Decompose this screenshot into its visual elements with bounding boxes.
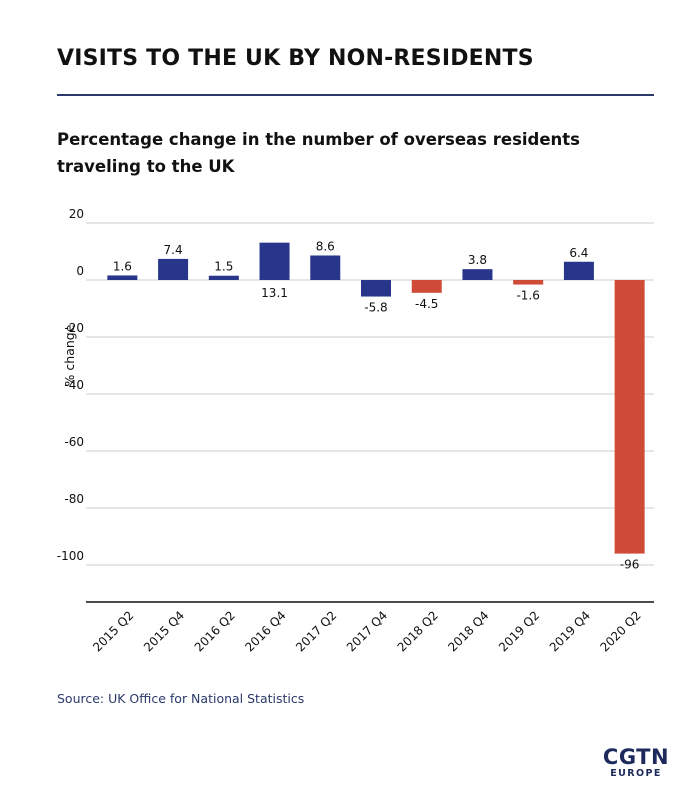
chart-title: VISITS TO THE UK BY NON-RESIDENTS	[57, 46, 534, 71]
y-tick-label: -20	[64, 321, 84, 335]
bar	[513, 280, 544, 285]
y-tick-label: -80	[64, 492, 84, 506]
x-tick-label: 2019 Q2	[496, 608, 542, 654]
data-label: 13.1	[261, 286, 288, 300]
x-tick-label: 2018 Q2	[395, 608, 441, 654]
bar	[411, 280, 442, 293]
x-tick-label: 2018 Q4	[445, 608, 491, 654]
bar	[563, 261, 594, 280]
bar	[107, 275, 138, 280]
bar	[310, 255, 341, 280]
data-label: 1.5	[214, 260, 233, 274]
x-tick-label: 2019 Q4	[547, 608, 593, 654]
data-label: 6.4	[569, 246, 588, 260]
data-label: 8.6	[316, 239, 335, 253]
x-tick-label: 2020 Q2	[597, 608, 643, 654]
title-divider	[57, 94, 654, 96]
data-label: -5.8	[364, 301, 387, 315]
data-label: -1.6	[516, 289, 539, 303]
bar	[462, 269, 493, 280]
y-tick-label: 20	[69, 207, 84, 221]
x-tick-label: 2016 Q4	[242, 608, 288, 654]
data-label: -4.5	[415, 297, 438, 311]
bar	[158, 258, 189, 280]
y-axis-title: % change	[62, 324, 77, 386]
data-label: -96	[620, 558, 640, 572]
data-label: 3.8	[468, 253, 487, 267]
logo-sub-text: EUROPE	[610, 768, 662, 779]
logo-main-text: CGTN	[602, 745, 670, 769]
y-tick-label: 0	[76, 264, 84, 278]
bar	[259, 242, 290, 280]
y-tick-label: -100	[57, 549, 84, 563]
data-label: 1.6	[113, 259, 132, 273]
bar	[361, 280, 391, 297]
x-tick-label: 2017 Q4	[344, 608, 390, 654]
y-tick-label: -60	[64, 435, 84, 449]
bar-chart: 20 0 -20 -40 -60 -80 -100 % change 1.6 2015 Q2 7.4…	[57, 207, 654, 655]
data-label: 7.4	[164, 243, 183, 257]
x-tick-label: 2015 Q4	[141, 608, 187, 654]
x-tick-label: 2016 Q2	[192, 608, 238, 654]
cgtn-logo: CGTN EUROPE	[601, 746, 671, 780]
bar	[208, 275, 239, 280]
bar	[614, 280, 645, 554]
x-tick-label: 2017 Q2	[293, 608, 339, 654]
source-note: Source: UK Office for National Statistic…	[57, 691, 305, 706]
chart-subtitle: Percentage change in the number of overs…	[57, 130, 580, 176]
x-tick-label: 2015 Q2	[90, 608, 136, 654]
y-tick-label: -40	[64, 378, 84, 392]
